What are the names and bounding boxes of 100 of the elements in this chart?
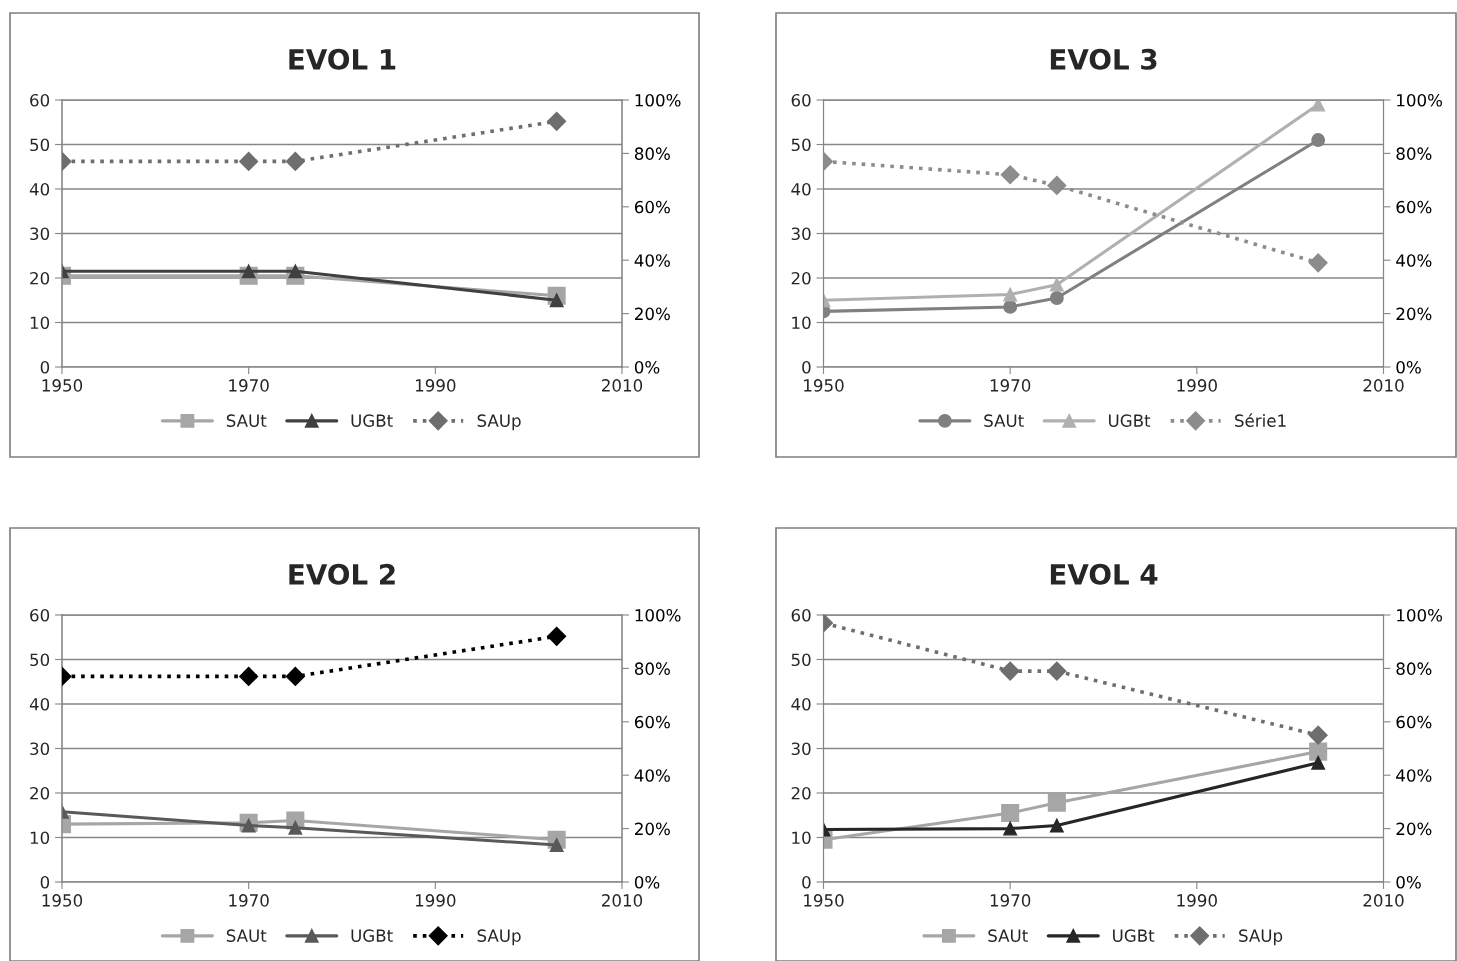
legend-label: Série1 <box>1235 413 1286 427</box>
legend-label: SAUt <box>984 414 1024 427</box>
legend-label: UGBt <box>351 414 393 427</box>
chart-title: EVOL 2 <box>289 563 395 585</box>
y2-tick-label: 20% <box>1396 307 1432 321</box>
y2-tick-label: 20% <box>635 822 670 836</box>
y2-tick-label: 0% <box>634 875 660 889</box>
legend-label: UGBt <box>351 929 393 942</box>
point <box>288 820 303 835</box>
y-tick-label: 30 <box>30 742 50 756</box>
y2-tick-label: 40% <box>634 254 670 267</box>
legend-label: SAUt <box>988 929 1028 942</box>
point <box>1049 277 1064 292</box>
legend-label: SAUp <box>1239 929 1283 946</box>
point <box>549 838 564 853</box>
y2-tick-label: 0% <box>1396 360 1421 374</box>
point <box>241 264 256 279</box>
x-tick-label: 1990 <box>415 379 456 392</box>
y-tick-label: 50 <box>791 138 811 152</box>
legend-label: UGBt <box>1109 414 1151 427</box>
legend-label: SAUt <box>226 414 267 427</box>
x-tick-label: 1950 <box>42 894 83 907</box>
x-tick-label: 1990 <box>1177 894 1217 907</box>
y2-tick-label: 20% <box>635 307 670 321</box>
y-tick-label: 10 <box>792 316 811 330</box>
y-tick-label: 40 <box>791 182 811 196</box>
point <box>1311 133 1326 147</box>
legend-label: UGBt <box>1113 929 1155 942</box>
point <box>241 818 256 833</box>
x-tick-label: 1950 <box>42 379 83 392</box>
y2-tick-label: 0% <box>634 360 660 374</box>
x-tick-label: 1990 <box>1177 379 1217 392</box>
x-tick-label: 1970 <box>990 379 1031 392</box>
x-tick-label: 2010 <box>602 894 643 907</box>
y2-tick-label: 40% <box>1396 769 1432 782</box>
y2-tick-label: 0% <box>1396 875 1421 889</box>
x-tick-label: 2010 <box>1363 379 1404 392</box>
y-tick-label: 0 <box>40 875 50 889</box>
x-tick-label: 1970 <box>229 379 269 392</box>
legend-label: SAUp <box>477 414 521 431</box>
y2-tick-label: 100% <box>635 93 681 107</box>
y-tick-label: 30 <box>30 227 50 241</box>
chart-title: EVOL 1 <box>289 48 396 70</box>
y2-tick-label: 60% <box>634 200 670 214</box>
y2-tick-label: 100% <box>1397 93 1443 107</box>
chart-title: EVOL 4 <box>1050 563 1158 585</box>
x-tick-label: 1950 <box>804 379 844 392</box>
y-tick-label: 40 <box>29 697 50 711</box>
y-tick-label: 50 <box>30 138 50 152</box>
y2-tick-label: 20% <box>1396 822 1432 836</box>
y2-tick-label: 60% <box>1396 200 1432 214</box>
y2-tick-label: 80% <box>1396 662 1432 675</box>
y2-tick-label: 60% <box>1396 715 1432 729</box>
y-tick-label: 20 <box>30 271 50 285</box>
y-tick-label: 10 <box>30 831 50 845</box>
y-tick-label: 60 <box>791 608 811 622</box>
y-tick-label: 20 <box>791 786 811 800</box>
y-tick-label: 20 <box>30 786 50 800</box>
point <box>1311 755 1326 770</box>
point <box>1049 818 1064 833</box>
point <box>1308 253 1328 273</box>
y2-tick-label: 80% <box>1396 147 1432 160</box>
y-tick-label: 60 <box>791 93 811 107</box>
point <box>1000 661 1020 681</box>
point <box>1003 287 1018 302</box>
y-tick-label: 0 <box>40 360 50 374</box>
legend-label: SAUp <box>477 929 521 946</box>
x-tick-label: 2010 <box>1363 894 1404 907</box>
point <box>1308 725 1328 745</box>
point <box>1047 661 1067 681</box>
point <box>1047 793 1066 812</box>
y2-tick-label: 40% <box>634 769 670 782</box>
x-tick-label: 1970 <box>990 894 1031 907</box>
y-tick-label: 10 <box>792 831 811 845</box>
point <box>1003 821 1018 836</box>
y2-tick-label: 80% <box>634 662 670 675</box>
y-tick-label: 50 <box>30 653 50 667</box>
legend-label: SAUt <box>226 929 267 942</box>
point <box>1001 803 1020 823</box>
y-tick-label: 30 <box>791 742 811 756</box>
y-tick-label: 20 <box>791 271 811 285</box>
y2-tick-label: 80% <box>634 147 670 160</box>
point <box>1309 742 1328 761</box>
x-tick-label: 1950 <box>804 894 844 907</box>
point <box>1047 175 1067 195</box>
point <box>1003 299 1018 314</box>
y2-tick-label: 40% <box>1396 254 1432 267</box>
y-tick-label: 60 <box>30 608 50 622</box>
y2-tick-label: 60% <box>634 715 670 729</box>
x-tick-label: 2010 <box>602 379 643 392</box>
point <box>1311 100 1326 112</box>
y-tick-label: 0 <box>802 360 811 374</box>
point <box>1049 291 1064 305</box>
point <box>288 264 303 279</box>
y-tick-label: 0 <box>802 875 811 889</box>
y-tick-label: 50 <box>791 653 811 667</box>
point <box>549 293 564 308</box>
y-tick-label: 30 <box>791 227 811 241</box>
y-tick-label: 60 <box>30 93 50 107</box>
point <box>1000 165 1020 185</box>
